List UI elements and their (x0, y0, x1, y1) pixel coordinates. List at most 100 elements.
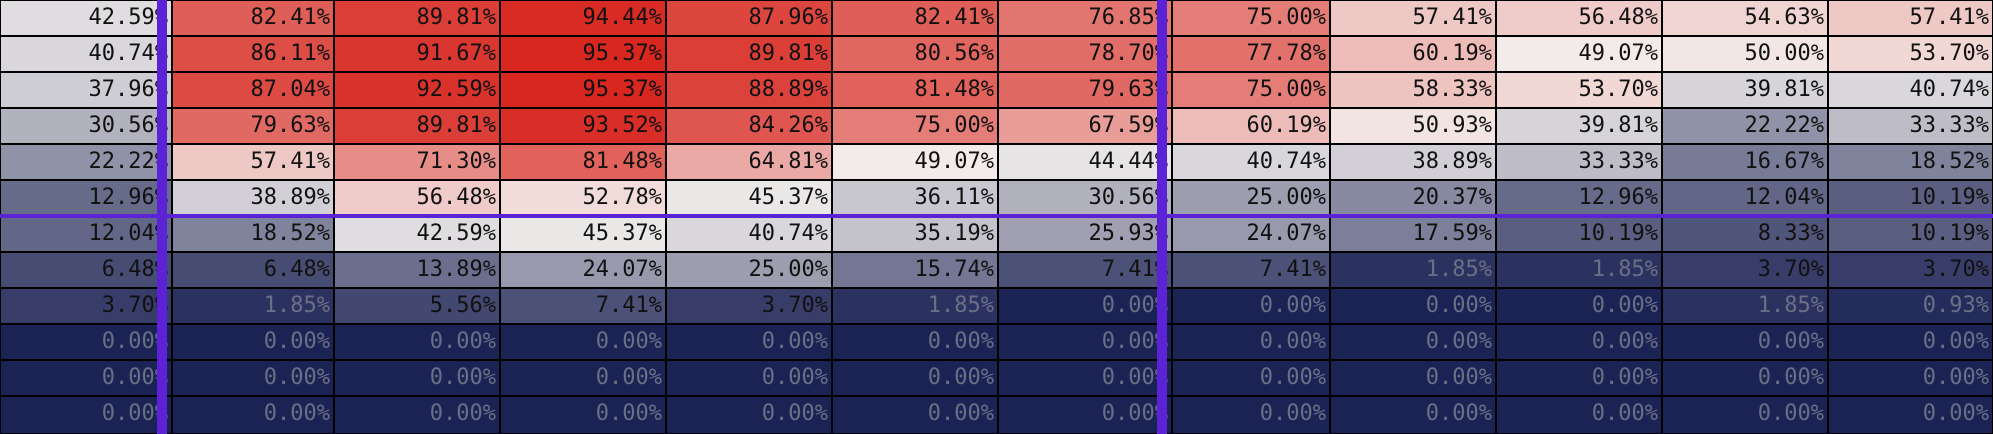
heatmap-cell-r2-c5: 89.81% (666, 36, 832, 72)
heatmap-cell-r12-c8: 0.00% (1172, 396, 1330, 434)
heatmap-cell-r6-c3: 56.48% (334, 180, 500, 216)
heatmap-cell-r3-c10: 53.70% (1496, 72, 1662, 108)
heatmap-cell-r3-c8: 75.00% (1172, 72, 1330, 108)
heatmap-cell-r1-c12: 57.41% (1828, 0, 1993, 36)
heatmap-cell-r5-c5: 64.81% (666, 144, 832, 180)
heatmap-cell-r4-c12: 33.33% (1828, 108, 1993, 144)
heatmap-cell-r5-c11: 16.67% (1662, 144, 1828, 180)
heatmap-cell-r10-c3: 0.00% (334, 324, 500, 360)
heatmap-cell-r2-c12: 53.70% (1828, 36, 1993, 72)
heatmap-cell-r2-c4: 95.37% (500, 36, 666, 72)
heatmap-cell-r2-c3: 91.67% (334, 36, 500, 72)
heatmap-cell-r5-c4: 81.48% (500, 144, 666, 180)
heatmap-cell-r12-c7: 0.00% (998, 396, 1172, 434)
heatmap-cell-r5-c2: 57.41% (172, 144, 334, 180)
heatmap-cell-r9-c3: 5.56% (334, 288, 500, 324)
heatmap-cell-r3-c2: 87.04% (172, 72, 334, 108)
heatmap-cell-r5-c6: 49.07% (832, 144, 998, 180)
heatmap-cell-r9-c11: 1.85% (1662, 288, 1828, 324)
heatmap-cell-r10-c7: 0.00% (998, 324, 1172, 360)
heatmap-cell-r7-c10: 10.19% (1496, 216, 1662, 252)
heatmap-cell-r11-c9: 0.00% (1330, 360, 1496, 396)
heatmap-cell-r8-c9: 1.85% (1330, 252, 1496, 288)
heatmap-cell-r11-c10: 0.00% (1496, 360, 1662, 396)
heatmap-cell-r7-c11: 8.33% (1662, 216, 1828, 252)
heatmap-cell-r2-c7: 78.70% (998, 36, 1172, 72)
heatmap-cell-r10-c4: 0.00% (500, 324, 666, 360)
heatmap-cell-r4-c6: 75.00% (832, 108, 998, 144)
heatmap-cell-r2-c2: 86.11% (172, 36, 334, 72)
heatmap-cell-r7-c12: 10.19% (1828, 216, 1993, 252)
heatmap-cell-r8-c6: 15.74% (832, 252, 998, 288)
heatmap-cell-r10-c10: 0.00% (1496, 324, 1662, 360)
heatmap-cell-r6-c10: 12.96% (1496, 180, 1662, 216)
heatmap-cell-r7-c3: 42.59% (334, 216, 500, 252)
heatmap-cell-r9-c7: 0.00% (998, 288, 1172, 324)
heatmap-cell-r11-c4: 0.00% (500, 360, 666, 396)
heatmap-cell-r8-c2: 6.48% (172, 252, 334, 288)
heatmap-cell-r12-c1: 0.00% (0, 396, 172, 434)
heatmap-cell-r12-c3: 0.00% (334, 396, 500, 434)
heatmap-cell-r4-c8: 60.19% (1172, 108, 1330, 144)
heatmap-cell-r8-c12: 3.70% (1828, 252, 1993, 288)
heatmap-cell-r6-c5: 45.37% (666, 180, 832, 216)
heatmap-cell-r10-c5: 0.00% (666, 324, 832, 360)
heatmap-cell-r3-c9: 58.33% (1330, 72, 1496, 108)
heatmap-cell-r4-c3: 89.81% (334, 108, 500, 144)
heatmap-cell-r2-c1: 40.74% (0, 36, 172, 72)
heatmap-cell-r10-c6: 0.00% (832, 324, 998, 360)
heatmap-cell-r5-c9: 38.89% (1330, 144, 1496, 180)
heatmap-cell-r6-c2: 38.89% (172, 180, 334, 216)
heatmap-cell-r7-c5: 40.74% (666, 216, 832, 252)
heatmap-cell-r12-c2: 0.00% (172, 396, 334, 434)
heatmap-cell-r1-c7: 76.85% (998, 0, 1172, 36)
heatmap-cell-r7-c8: 24.07% (1172, 216, 1330, 252)
heatmap-cell-r9-c1: 3.70% (0, 288, 172, 324)
heatmap-cell-r6-c12: 10.19% (1828, 180, 1993, 216)
heatmap-cell-r12-c10: 0.00% (1496, 396, 1662, 434)
heatmap-cell-r1-c1: 42.59% (0, 0, 172, 36)
heatmap-cell-r7-c7: 25.93% (998, 216, 1172, 252)
heatmap-cell-r9-c2: 1.85% (172, 288, 334, 324)
heatmap-cell-r3-c1: 37.96% (0, 72, 172, 108)
heatmap-cell-r7-c4: 45.37% (500, 216, 666, 252)
heatmap-cell-r7-c1: 12.04% (0, 216, 172, 252)
heatmap-cell-r12-c9: 0.00% (1330, 396, 1496, 434)
heatmap-cell-r4-c5: 84.26% (666, 108, 832, 144)
heatmap-cell-r9-c9: 0.00% (1330, 288, 1496, 324)
heatmap-cell-r1-c8: 75.00% (1172, 0, 1330, 36)
heatmap-cell-r5-c10: 33.33% (1496, 144, 1662, 180)
heatmap-cell-r4-c4: 93.52% (500, 108, 666, 144)
heatmap-cell-r7-c2: 18.52% (172, 216, 334, 252)
heatmap-cell-r10-c2: 0.00% (172, 324, 334, 360)
heatmap-cell-r1-c4: 94.44% (500, 0, 666, 36)
heatmap-cell-r3-c5: 88.89% (666, 72, 832, 108)
heatmap-cell-r6-c9: 20.37% (1330, 180, 1496, 216)
heatmap-cell-r3-c11: 39.81% (1662, 72, 1828, 108)
heatmap-cell-r10-c11: 0.00% (1662, 324, 1828, 360)
heatmap-cell-r8-c3: 13.89% (334, 252, 500, 288)
heatmap-cell-r1-c10: 56.48% (1496, 0, 1662, 36)
heatmap-cell-r2-c6: 80.56% (832, 36, 998, 72)
row-divider-6 (0, 214, 1993, 218)
heatmap-cell-r9-c8: 0.00% (1172, 288, 1330, 324)
heatmap-cell-r2-c11: 50.00% (1662, 36, 1828, 72)
heatmap-cell-r8-c1: 6.48% (0, 252, 172, 288)
heatmap-cell-r11-c1: 0.00% (0, 360, 172, 396)
heatmap-cell-r12-c4: 0.00% (500, 396, 666, 434)
heatmap-cell-r8-c10: 1.85% (1496, 252, 1662, 288)
heatmap-cell-r4-c10: 39.81% (1496, 108, 1662, 144)
heatmap-cell-r3-c6: 81.48% (832, 72, 998, 108)
heatmap-cell-r8-c4: 24.07% (500, 252, 666, 288)
heatmap-cell-r1-c6: 82.41% (832, 0, 998, 36)
heatmap-cell-r4-c2: 79.63% (172, 108, 334, 144)
heatmap-cell-r11-c11: 0.00% (1662, 360, 1828, 396)
heatmap-cell-r4-c11: 22.22% (1662, 108, 1828, 144)
heatmap-cell-r11-c8: 0.00% (1172, 360, 1330, 396)
heatmap-cell-r8-c5: 25.00% (666, 252, 832, 288)
heatmap-cell-r6-c4: 52.78% (500, 180, 666, 216)
heatmap-cell-r9-c6: 1.85% (832, 288, 998, 324)
heatmap-cell-r2-c9: 60.19% (1330, 36, 1496, 72)
heatmap-cell-r12-c6: 0.00% (832, 396, 998, 434)
